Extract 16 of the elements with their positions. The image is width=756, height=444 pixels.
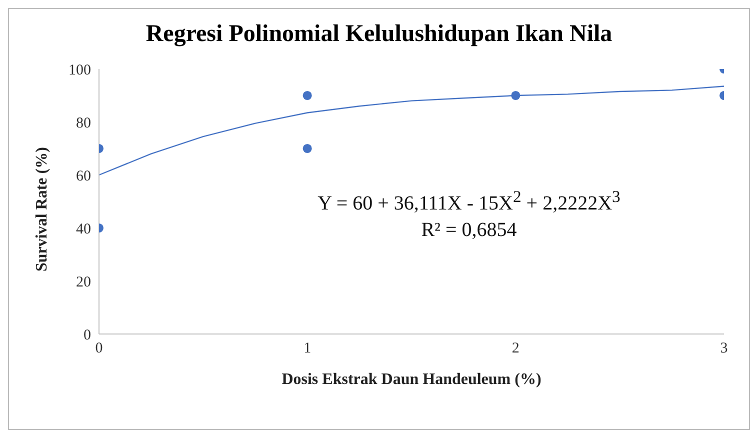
- x-tick-label: 2: [512, 340, 520, 357]
- y-tick-label: 20: [76, 274, 91, 290]
- annotation: Y = 60 + 36,111X - 15X$^{2}$ + 2,2222X$^{3}$: [316, 186, 622, 217]
- annotation: R² = 0,6854: [420, 218, 518, 243]
- y-tick-label: 80: [76, 115, 91, 132]
- y-tick-label: 40: [76, 221, 91, 238]
- y-tick-label: 0: [84, 327, 91, 344]
- line-series: [99, 86, 724, 176]
- y-tick-label: 100: [68, 62, 91, 78]
- y-axis-title: Survival Rate (%): [34, 147, 51, 272]
- x-axis-title: Dosis Ekstrak Daun Handeuleum (%): [282, 371, 542, 388]
- y-tick-label: 60: [76, 168, 91, 184]
- x-tick-label: 3: [720, 340, 728, 357]
- x-tick-label: 1: [304, 340, 312, 357]
- x-tick-label: 0: [95, 340, 103, 357]
- chart-title: Regresi Polinomial Kelulushidupan Ikan Nila: [144, 21, 614, 48]
